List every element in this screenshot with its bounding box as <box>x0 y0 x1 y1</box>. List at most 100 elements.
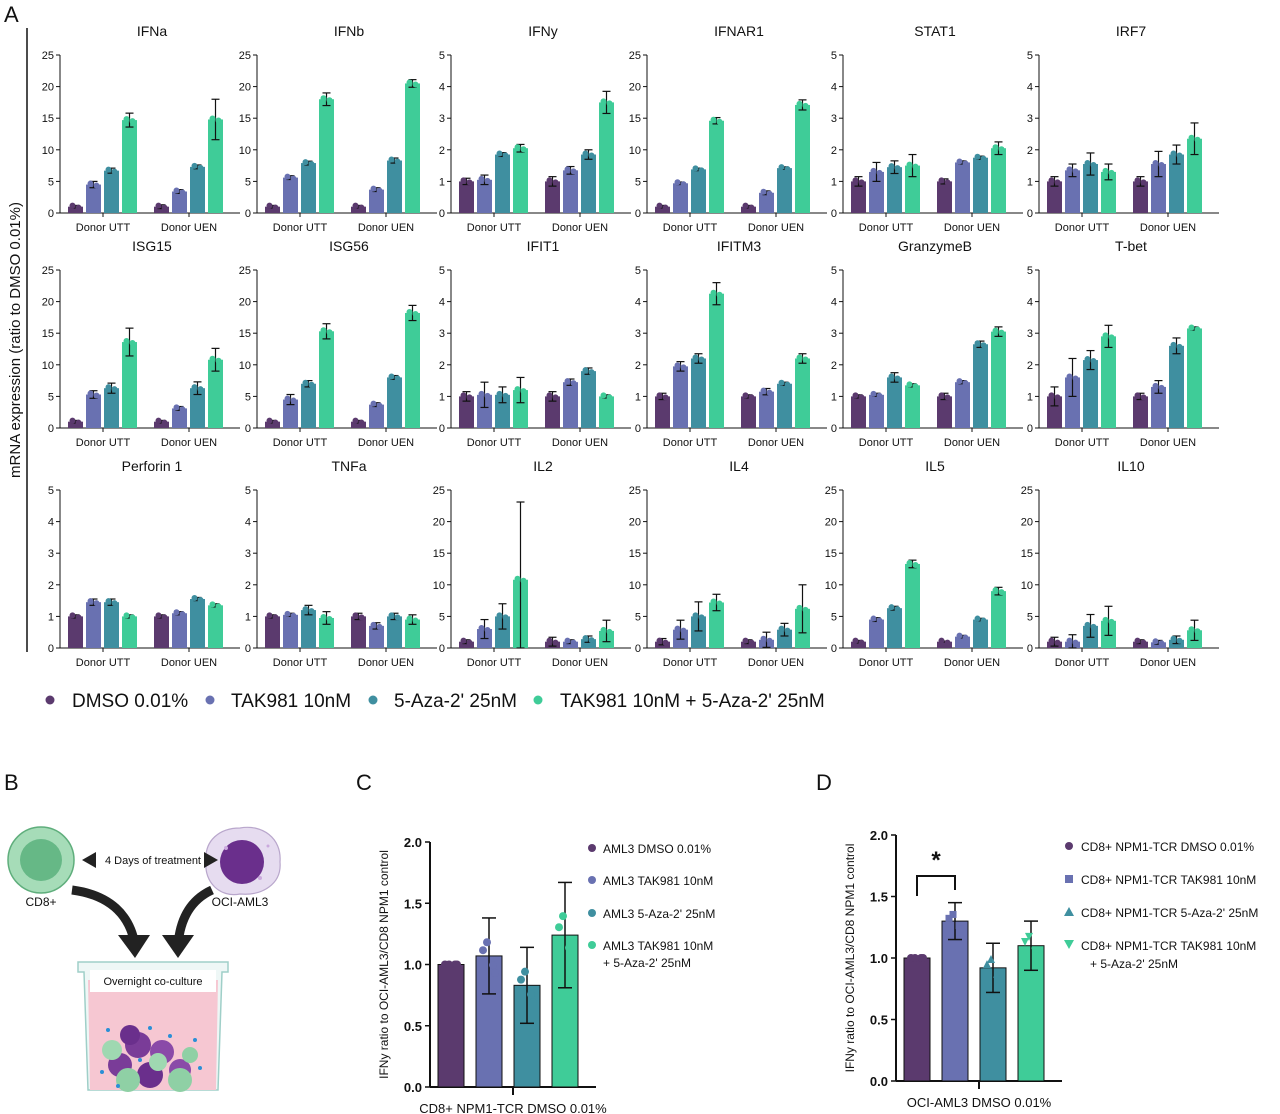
data-point <box>155 417 162 424</box>
data-point <box>1152 638 1159 645</box>
chart-title: IFNa <box>137 23 168 39</box>
data-point <box>352 202 359 209</box>
data-point <box>546 392 553 399</box>
data-point <box>215 357 222 364</box>
y-tick-label: 0 <box>48 423 54 435</box>
data-point <box>1152 382 1159 389</box>
data-point <box>956 378 963 385</box>
x-tick-label: Donor UEN <box>358 222 414 234</box>
bar <box>709 120 724 213</box>
panel-label-a: A <box>4 2 19 27</box>
data-point <box>876 169 883 176</box>
data-point <box>376 623 383 630</box>
bar <box>1169 345 1184 428</box>
data-point <box>1158 162 1165 169</box>
y-tick-label: 5 <box>831 611 837 623</box>
data-point <box>955 922 963 930</box>
data-point <box>748 204 755 211</box>
data-point <box>1033 952 1041 961</box>
panel-d-legend: CD8+ NPM1-TCR DMSO 0.01% CD8+ NPM1-TCR T… <box>1064 840 1258 971</box>
bar <box>955 382 970 428</box>
y-tick-label: 25 <box>239 265 251 277</box>
y-tick-label: 3 <box>831 328 837 340</box>
panel-a-ylabel: mRNA expression (ratio to DMSO 0.01%) <box>7 202 24 478</box>
y-tick-label: 20 <box>1021 517 1033 529</box>
x-tick-label: Donor UEN <box>1140 222 1196 234</box>
data-point <box>710 116 717 123</box>
x-tick-label: Donor UEN <box>358 437 414 449</box>
y-tick-label: 1 <box>48 611 54 623</box>
x-tick-label: Donor UEN <box>1140 437 1196 449</box>
data-point <box>484 627 491 634</box>
data-point <box>1066 373 1073 380</box>
data-point <box>1158 640 1165 647</box>
data-point <box>215 117 222 124</box>
data-point <box>1054 639 1061 646</box>
bar <box>777 168 792 213</box>
data-point <box>784 166 791 173</box>
x-tick-label: Donor UEN <box>748 657 804 669</box>
y-tick-label: 20 <box>239 297 251 309</box>
data-point <box>662 394 669 401</box>
data-point <box>912 383 919 390</box>
data-point <box>520 146 527 153</box>
y-tick-label: 2 <box>635 360 641 372</box>
y-tick-label: 3 <box>831 113 837 125</box>
chart-title: IFNb <box>334 23 365 39</box>
chart-ifna: IFNa 0 5 10 15 20 25 Donor UTT Donor UEN <box>42 23 240 234</box>
data-point <box>992 587 999 594</box>
y-tick-label: 0 <box>831 423 837 435</box>
data-point <box>1176 343 1183 350</box>
bar <box>369 189 384 213</box>
bar <box>190 388 205 428</box>
bar <box>513 148 528 213</box>
bar <box>387 160 402 213</box>
data-point <box>75 419 82 426</box>
chart-title: ISG56 <box>329 238 369 254</box>
data-point <box>179 611 186 618</box>
data-point <box>692 612 699 619</box>
y-tick-label: 4 <box>831 82 837 94</box>
data-point <box>870 167 877 174</box>
data-point <box>1102 167 1109 174</box>
data-point <box>179 406 186 413</box>
y-tick-label: 0.5 <box>870 1013 888 1028</box>
y-tick-label: 2 <box>1027 145 1033 157</box>
treatment-label: 4 Days of treatment <box>105 855 201 867</box>
coculture-label-box <box>90 970 216 992</box>
data-point <box>129 614 136 621</box>
y-tick-label: 1 <box>245 611 251 623</box>
y-tick-label: 5 <box>245 485 251 497</box>
bar <box>459 396 474 428</box>
x-tick-label: Donor UTT <box>859 657 914 669</box>
bar <box>86 602 101 648</box>
panel-label-d: D <box>816 770 832 795</box>
bar <box>190 599 205 648</box>
data-point <box>358 204 365 211</box>
data-point <box>1108 169 1115 176</box>
legend-combo-marker <box>533 695 543 705</box>
bar <box>1101 336 1116 428</box>
data-point <box>308 608 315 615</box>
y-tick-label: 4 <box>831 297 837 309</box>
bar <box>477 394 492 428</box>
data-point <box>957 925 965 933</box>
legend-d-dmso-marker <box>1065 842 1073 850</box>
bar <box>319 331 334 428</box>
data-point <box>674 625 681 632</box>
data-point <box>656 637 663 644</box>
chart-perforin-1: Perforin 1 0 1 2 3 4 5 Donor UTT Donor UEN <box>48 458 240 669</box>
data-point <box>546 637 553 644</box>
data-point <box>406 308 413 315</box>
data-point <box>944 639 951 646</box>
data-point <box>1090 358 1097 365</box>
bar <box>68 206 83 213</box>
data-point <box>956 158 963 165</box>
chart-il2: IL2 0 5 10 15 20 25 Donor UTT Donor UEN <box>433 458 631 669</box>
panel-b-schematic: CD8+ OCI-AML3 4 Days of treatment Overni… <box>7 826 281 1092</box>
y-tick-label: 3 <box>1027 328 1033 340</box>
y-tick-label: 4 <box>635 297 641 309</box>
data-point <box>489 961 497 970</box>
data-point <box>1108 334 1115 341</box>
y-tick-label: 15 <box>239 328 251 340</box>
